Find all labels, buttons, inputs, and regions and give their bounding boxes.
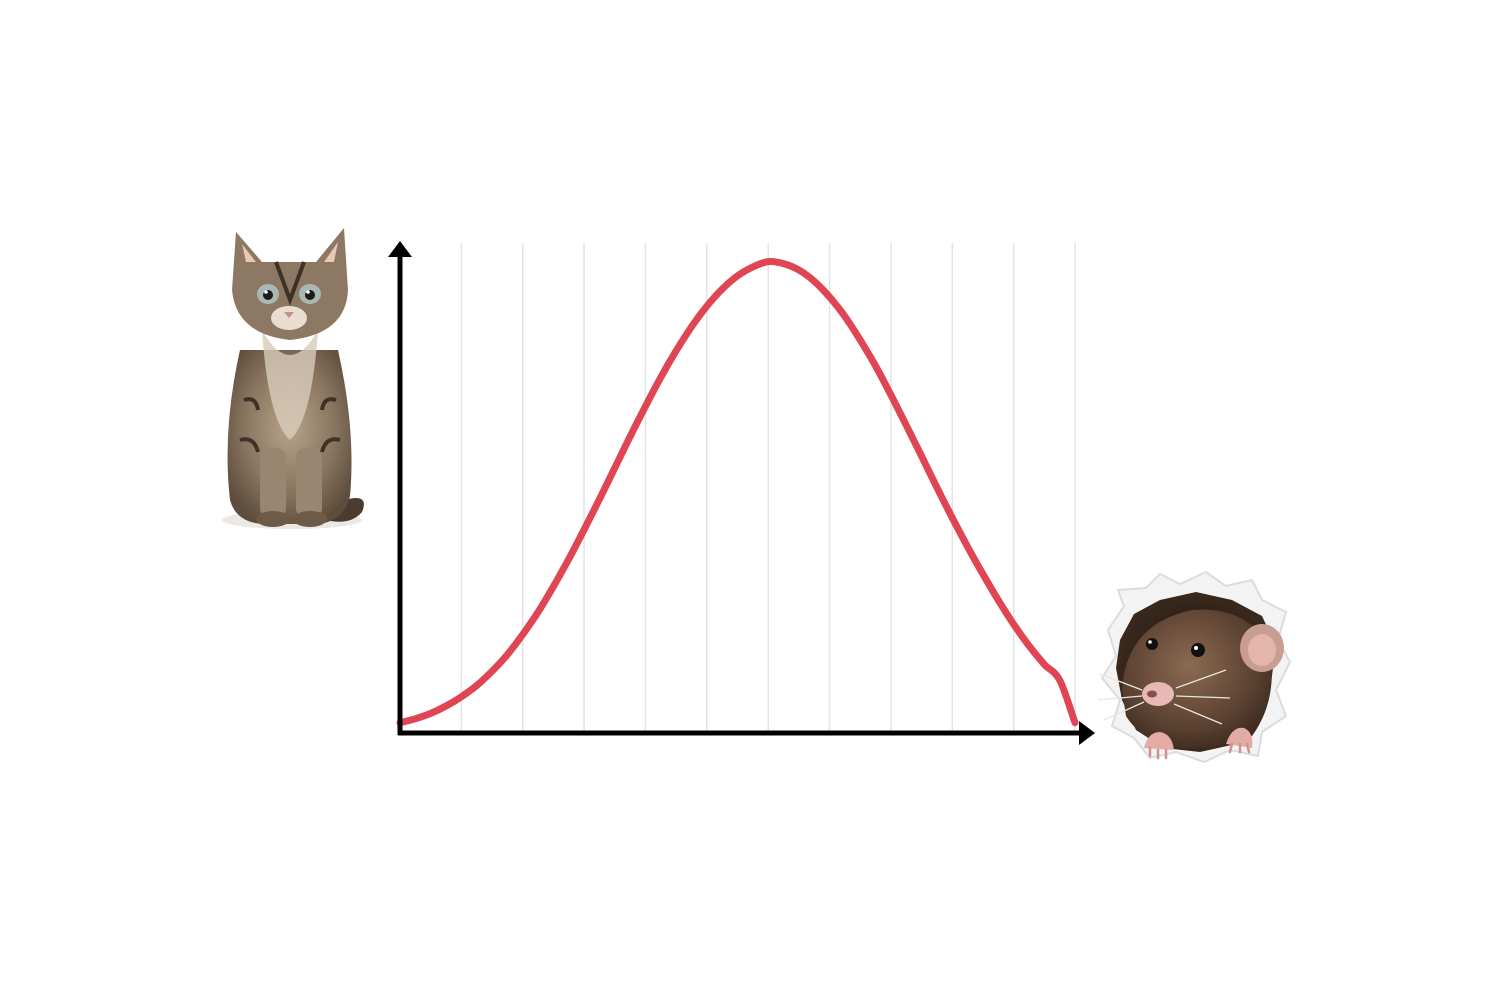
y-axis-arrowhead [388, 241, 412, 257]
kitten-illustration [222, 228, 364, 529]
rat-illustration [1097, 570, 1292, 764]
chart-gridlines [460, 243, 1076, 733]
chart-axes [388, 241, 1095, 745]
x-axis-arrowhead [1079, 721, 1095, 745]
series-line [396, 257, 1079, 727]
